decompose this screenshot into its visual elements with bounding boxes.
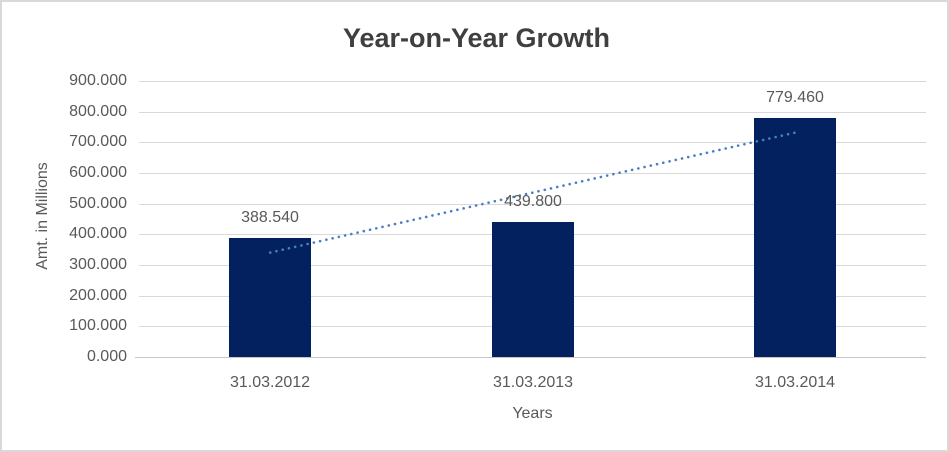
x-tick-label: 31.03.2013	[492, 374, 574, 391]
y-tick-label: 100.000	[69, 317, 127, 334]
bar	[492, 222, 574, 357]
data-label: 388.540	[241, 209, 299, 226]
y-tick-label: 200.000	[69, 287, 127, 304]
bar	[229, 238, 311, 357]
y-tick-label: 700.000	[69, 133, 127, 150]
y-tick-label: 500.000	[69, 195, 127, 212]
y-tick-label: 900.000	[69, 72, 127, 89]
bar	[754, 118, 836, 357]
chart-title: Year-on-Year Growth	[342, 23, 611, 53]
y-tick-label: 300.000	[69, 256, 127, 273]
x-axis-title: Years	[512, 405, 553, 422]
x-tick-label: 31.03.2012	[229, 374, 311, 391]
gridline	[139, 81, 926, 82]
x-axis-line	[135, 357, 926, 358]
gridline	[139, 112, 926, 113]
x-tick-label: 31.03.2014	[754, 374, 836, 391]
y-tick-label: 0.000	[86, 348, 127, 365]
y-tick-label: 800.000	[69, 103, 127, 120]
data-label: 439.800	[504, 193, 562, 210]
y-tick-label: 400.000	[69, 225, 127, 242]
y-tick-label: 600.000	[69, 164, 127, 181]
data-label: 779.460	[766, 89, 824, 106]
